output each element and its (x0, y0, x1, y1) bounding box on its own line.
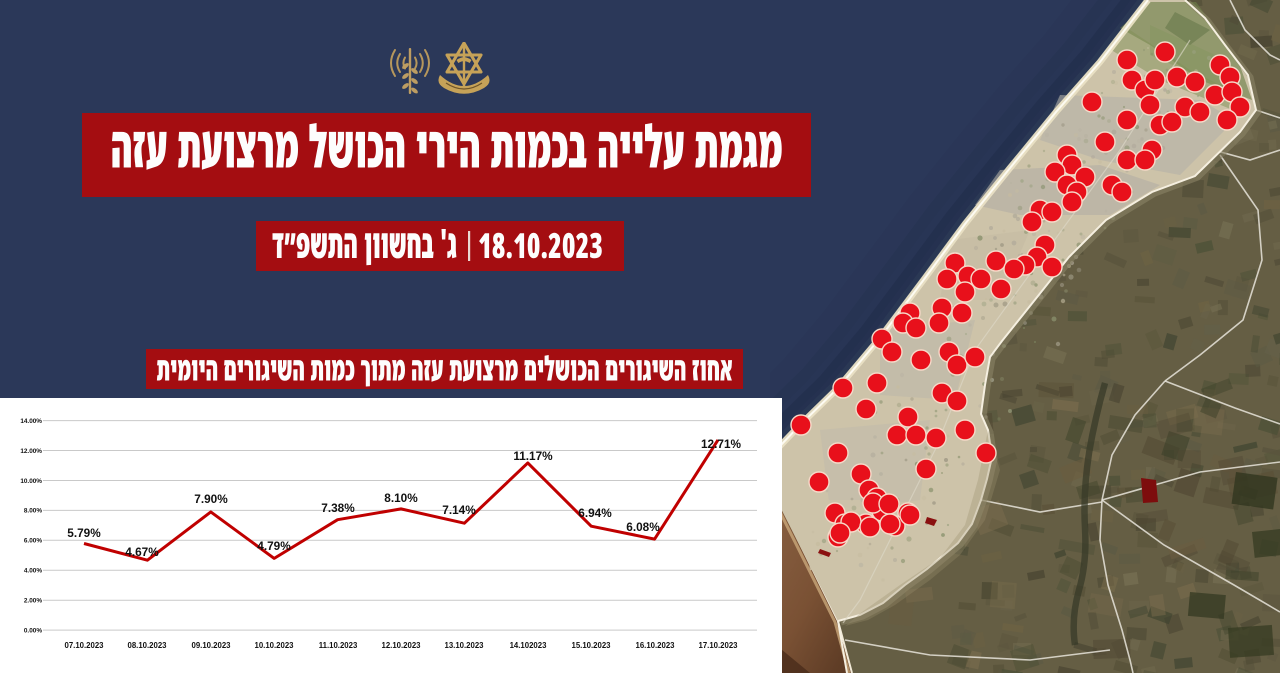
svg-text:09.10.2023: 09.10.2023 (191, 641, 231, 650)
svg-text:07.10.2023: 07.10.2023 (64, 641, 104, 650)
svg-text:0.00%: 0.00% (24, 627, 42, 634)
svg-text:10.00%: 10.00% (20, 478, 42, 485)
svg-text:12.00%: 12.00% (20, 448, 42, 455)
svg-text:8.10%: 8.10% (384, 491, 418, 505)
svg-text:6.00%: 6.00% (24, 538, 42, 545)
svg-text:4.00%: 4.00% (24, 568, 42, 575)
svg-text:12.71%: 12.71% (701, 437, 742, 451)
svg-text:17.10.2023: 17.10.2023 (698, 641, 738, 650)
svg-text:5.79%: 5.79% (67, 526, 101, 540)
svg-text:15.10.2023: 15.10.2023 (571, 641, 611, 650)
svg-text:7.90%: 7.90% (194, 492, 228, 506)
svg-text:7.38%: 7.38% (321, 501, 355, 515)
svg-text:14.00%: 14.00% (20, 418, 42, 425)
svg-text:11.17%: 11.17% (513, 449, 553, 463)
svg-text:13.10.2023: 13.10.2023 (444, 641, 484, 650)
svg-text:11.10.2023: 11.10.2023 (319, 641, 358, 650)
svg-text:16.10.2023: 16.10.2023 (635, 641, 675, 650)
svg-text:4.79%: 4.79% (257, 539, 291, 553)
svg-text:10.10.2023: 10.10.2023 (254, 641, 294, 650)
svg-text:2.00%: 2.00% (24, 598, 42, 605)
svg-text:8.00%: 8.00% (24, 508, 42, 515)
svg-text:7.14%: 7.14% (442, 503, 476, 517)
svg-text:6.08%: 6.08% (626, 520, 660, 534)
svg-text:4.67%: 4.67% (125, 545, 159, 559)
svg-text:12.10.2023: 12.10.2023 (381, 641, 421, 650)
svg-text:14.102023: 14.102023 (510, 641, 548, 650)
svg-text:6.94%: 6.94% (578, 506, 612, 520)
svg-text:08.10.2023: 08.10.2023 (127, 641, 167, 650)
